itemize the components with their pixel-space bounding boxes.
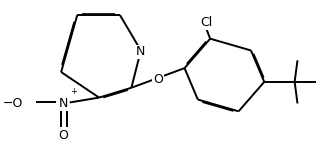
Text: −O: −O <box>3 98 23 111</box>
Text: O: O <box>153 73 163 86</box>
Text: Cl: Cl <box>200 16 212 29</box>
Text: +: + <box>70 87 77 96</box>
Text: N: N <box>58 98 68 111</box>
Text: N: N <box>136 45 146 58</box>
Text: O: O <box>58 129 68 142</box>
